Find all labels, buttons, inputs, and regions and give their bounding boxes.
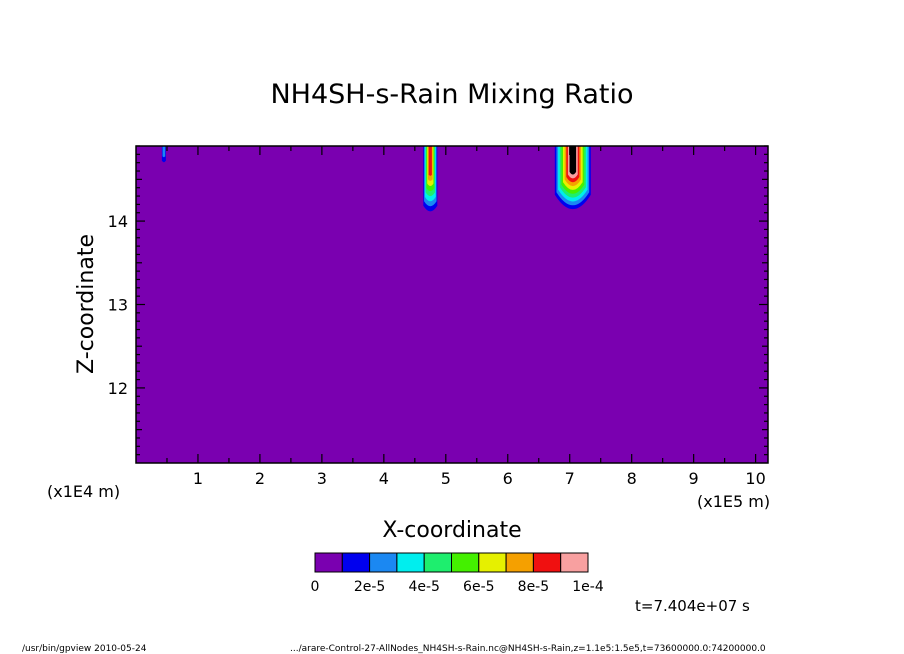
chart-title: NH4SH-s-Rain Mixing Ratio	[270, 79, 633, 110]
y-tick-label: 14	[108, 212, 128, 231]
footer-program-date: /usr/bin/gpview 2010-05-24	[22, 644, 147, 654]
data-features	[161, 146, 591, 212]
colorbar-swatch-4	[396, 552, 425, 573]
colorbar-swatch-10	[560, 552, 589, 573]
colorbar-label: 2e-5	[354, 579, 385, 595]
x-tick-label: 9	[689, 469, 699, 488]
colorbar-swatch-6	[451, 552, 480, 573]
x-tick-label: 3	[317, 469, 327, 488]
colorbar-labels: 0 2e-5 4e-5 6e-5 8e-5 1e-4	[311, 579, 604, 595]
colorbar	[314, 552, 589, 573]
feature-3-band-10	[569, 146, 577, 175]
feature-1	[161, 146, 166, 163]
y-tick-labels: 12 13 14	[108, 212, 128, 398]
colorbar-swatch-9	[532, 552, 562, 573]
feature-2-band-8	[428, 146, 432, 176]
y-axis-label: Z-coordinate	[74, 234, 99, 374]
footer-file-info: .../arare-Control-27-AllNodes_NH4SH-s-Ra…	[290, 644, 766, 654]
x-tick-label: 5	[441, 469, 451, 488]
x-tick-label: 7	[565, 469, 575, 488]
feature-2	[423, 146, 438, 212]
x-tick-labels: 1 2 3 4 5 6 7 8 9 10	[193, 469, 766, 488]
colorbar-swatch-3	[369, 552, 398, 573]
colorbar-label: 4e-5	[408, 579, 439, 595]
x-tick-label: 10	[745, 469, 765, 488]
x-axis-label: X-coordinate	[382, 518, 521, 543]
colorbar-label: 8e-5	[518, 579, 549, 595]
x-tick-label: 8	[627, 469, 637, 488]
colorbar-swatch-7	[478, 552, 507, 573]
colorbar-swatch-1	[314, 552, 343, 573]
colorbar-swatch-5	[423, 552, 453, 573]
colorbar-swatch-8	[505, 552, 534, 573]
x-tick-label: 4	[379, 469, 389, 488]
x-tick-label: 1	[193, 469, 203, 488]
x-unit-right-label: (x1E5 m)	[697, 492, 770, 511]
y-tick-label: 12	[108, 379, 128, 398]
x-tick-label: 6	[503, 469, 513, 488]
y-tick-label: 13	[108, 296, 128, 315]
colorbar-label: 0	[311, 579, 320, 595]
axis-ticks	[136, 145, 768, 463]
feature-3	[554, 146, 591, 210]
time-label: t=7.404e+07 s	[635, 597, 750, 615]
feature-1-band-2	[162, 146, 166, 158]
colorbar-swatch-2	[341, 552, 371, 573]
plot-area	[135, 145, 769, 464]
colorbar-label: 1e-4	[572, 579, 604, 595]
colorbar-label: 6e-5	[463, 579, 494, 595]
x-tick-label: 2	[255, 469, 265, 488]
plot-background	[136, 146, 768, 463]
x-unit-left-label: (x1E4 m)	[47, 482, 120, 501]
